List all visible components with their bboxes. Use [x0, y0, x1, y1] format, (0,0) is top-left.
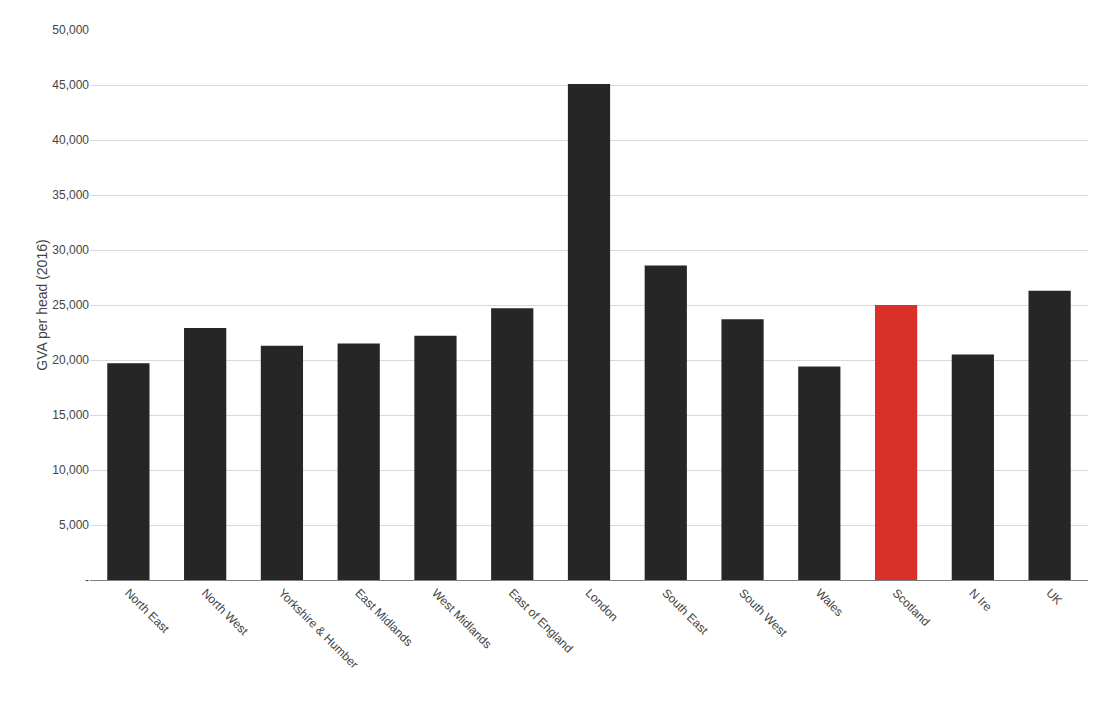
svg-text:Scotland: Scotland: [890, 586, 933, 629]
svg-text:Yorkshire & Humber: Yorkshire & Humber: [276, 586, 362, 672]
svg-text:40,000: 40,000: [52, 133, 89, 147]
svg-text:South West: South West: [736, 586, 790, 640]
svg-text:South East: South East: [659, 586, 711, 638]
svg-text:N Ire: N Ire: [966, 586, 995, 615]
svg-text:20,000: 20,000: [52, 353, 89, 367]
svg-text:35,000: 35,000: [52, 188, 89, 202]
svg-text:North East: North East: [122, 586, 172, 636]
svg-text:East Midlands: East Midlands: [352, 586, 415, 649]
svg-text:UK: UK: [1043, 586, 1065, 608]
svg-text:East of England: East of England: [506, 586, 576, 656]
svg-text:5,000: 5,000: [59, 518, 89, 532]
svg-text:50,000: 50,000: [52, 23, 89, 37]
svg-text:15,000: 15,000: [52, 408, 89, 422]
svg-text:Wales: Wales: [813, 586, 846, 619]
svg-text:London: London: [583, 586, 621, 624]
svg-text:West Midlands: West Midlands: [429, 586, 494, 651]
svg-text:30,000: 30,000: [52, 243, 89, 257]
svg-text:45,000: 45,000: [52, 78, 89, 92]
svg-text:North West: North West: [199, 586, 252, 639]
svg-text:-: -: [85, 573, 89, 587]
svg-text:GVA per head (2016): GVA per head (2016): [34, 239, 50, 370]
svg-text:25,000: 25,000: [52, 298, 89, 312]
svg-text:10,000: 10,000: [52, 463, 89, 477]
